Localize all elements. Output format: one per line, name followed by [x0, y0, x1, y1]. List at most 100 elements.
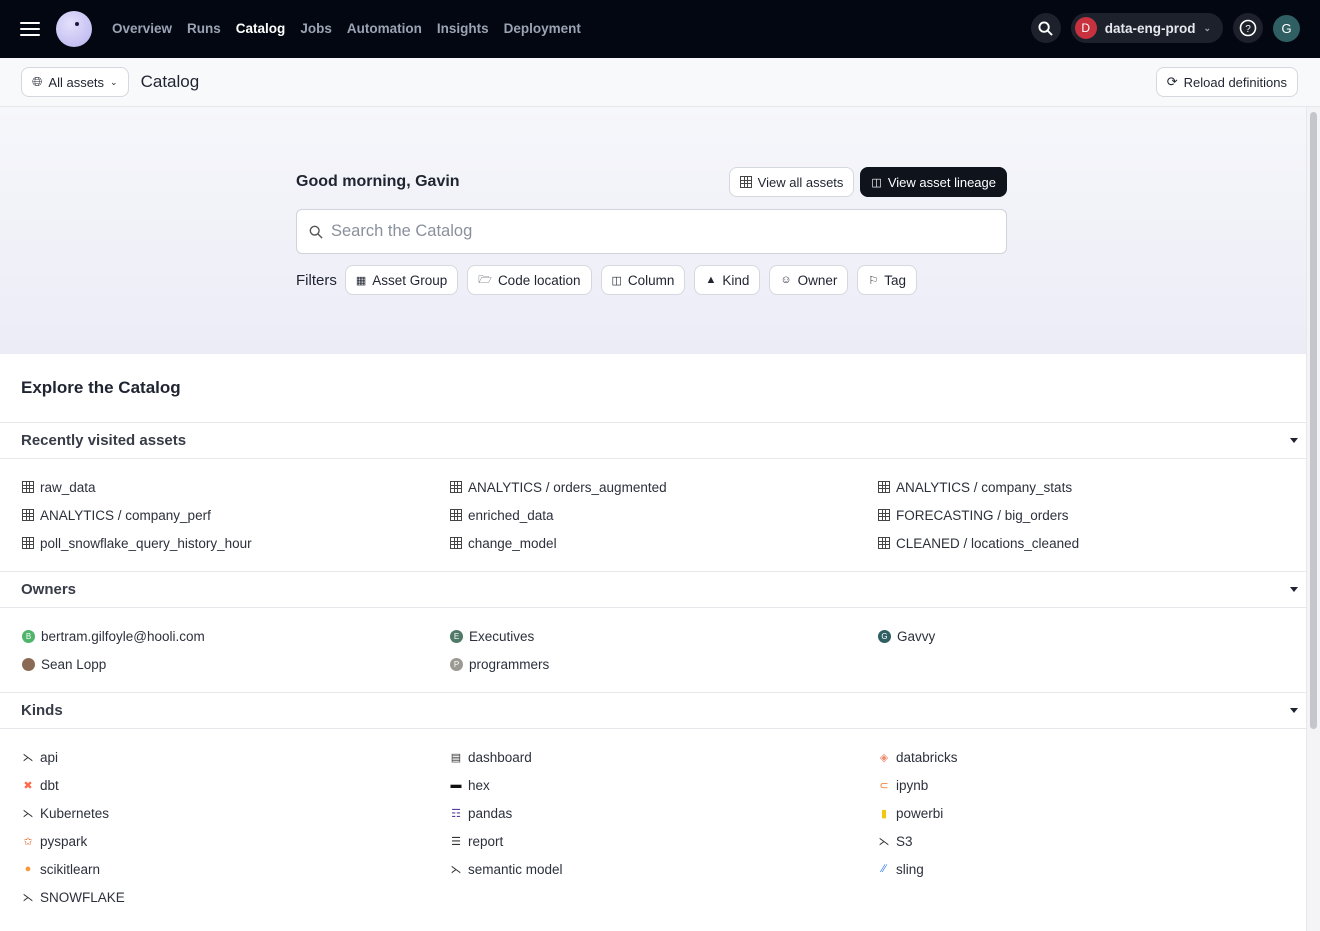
search-icon[interactable] — [1030, 13, 1061, 43]
kind-link[interactable]: ⋋ Kubernetes — [22, 799, 450, 827]
table-icon — [22, 537, 34, 549]
kind-link[interactable]: ∕∕ sling — [878, 855, 1306, 883]
owner-avatar — [22, 657, 35, 671]
kind-link[interactable]: ✖ dbt — [22, 771, 450, 799]
kind-link[interactable]: ⋋ api — [22, 743, 450, 771]
kind-link[interactable]: ⋋ semantic model — [450, 855, 878, 883]
dagster-logo[interactable] — [56, 11, 92, 47]
nav-link-overview[interactable]: Overview — [112, 21, 173, 36]
kind-name: SNOWFLAKE — [40, 889, 125, 905]
kind-name: powerbi — [896, 805, 944, 821]
kind-link[interactable]: ▤ dashboard — [450, 743, 878, 771]
nav-link-insights[interactable]: Insights — [436, 21, 489, 36]
asset-link[interactable]: enriched_data — [450, 501, 878, 529]
kind-name: api — [40, 749, 59, 765]
kind-name: sling — [896, 861, 924, 877]
reload-label: Reload definitions — [1183, 74, 1287, 90]
filter-tag-button[interactable]: ⚐︎ Tag — [857, 265, 918, 295]
kind-link[interactable]: ⋋ S3 — [878, 827, 1306, 855]
owner-link[interactable]: G Gavvy — [878, 622, 1306, 650]
kind-name: Kubernetes — [40, 805, 110, 821]
filter-owner-button[interactable]: ☺︎ Owner — [769, 265, 849, 295]
caret-down-icon[interactable] — [1290, 587, 1298, 592]
table-icon — [450, 537, 462, 549]
catalog-search-input[interactable]: Search the Catalog — [296, 209, 1007, 254]
view-asset-lineage-button[interactable]: ◫ View asset lineage — [860, 167, 1007, 197]
section-title: Owners — [21, 581, 77, 598]
page-title: Catalog — [140, 72, 200, 91]
nav-links: Overview Runs Catalog Jobs Automation Insight… — [112, 20, 596, 38]
kind-link[interactable]: ⋋ SNOWFLAKE — [22, 883, 450, 911]
explore-title: Explore the Catalog — [21, 378, 181, 397]
view-all-assets-button[interactable]: View all assets — [728, 167, 855, 197]
recent-section-header[interactable]: Recently visited assets — [0, 422, 1320, 459]
kind-link[interactable]: ● scikitlearn — [22, 855, 450, 883]
kind-name: databricks — [896, 749, 958, 765]
asset-link[interactable]: raw_data — [22, 473, 450, 501]
owner-avatar: G — [878, 629, 891, 643]
asset-link[interactable]: ANALYTICS / company_stats — [878, 473, 1306, 501]
chevron-down-icon: ⌄ — [1203, 22, 1211, 33]
kinds-section-header[interactable]: Kinds — [0, 692, 1320, 729]
caret-down-icon[interactable] — [1290, 708, 1298, 713]
kind-name: semantic model — [468, 861, 563, 877]
hex-icon: ▬ — [450, 779, 462, 791]
filter-icon: ◫ — [611, 274, 622, 287]
filter-icon: ⚐︎ — [868, 274, 879, 287]
filter-icon: 🗁︎ — [478, 273, 492, 286]
scrollbar-thumb[interactable] — [1310, 112, 1317, 729]
filter-asset-group-button[interactable]: ▦ Asset Group — [344, 265, 459, 295]
scikitlearn-icon: ● — [24, 863, 32, 875]
search-placeholder: Search the Catalog — [331, 222, 473, 240]
asset-link[interactable]: poll_snowflake_query_history_hour — [22, 529, 450, 557]
dashboard-icon: ▤ — [450, 751, 462, 764]
asset-link[interactable]: change_model — [450, 529, 878, 557]
kind-name: dbt — [40, 777, 59, 793]
owner-link[interactable]: Sean Lopp — [22, 650, 450, 678]
menu-icon[interactable] — [20, 22, 40, 36]
filter-kind-button[interactable]: ▲ Kind — [694, 265, 761, 295]
reload-definitions-button[interactable]: ⟳ Reload definitions — [1155, 67, 1298, 97]
asset-name: ANALYTICS / orders_augmented — [468, 479, 667, 495]
help-icon[interactable]: ? — [1233, 13, 1263, 43]
nav-link-catalog[interactable]: Catalog — [235, 21, 286, 36]
asset-link[interactable]: FORECASTING / big_orders — [878, 501, 1306, 529]
report-icon: ☰ — [451, 835, 461, 848]
asset-name: raw_data — [40, 479, 96, 495]
kind-link[interactable]: ▬ hex — [450, 771, 878, 799]
spark-icon: ✩ — [23, 835, 33, 848]
asset-link[interactable]: CLEANED / locations_cleaned — [878, 529, 1306, 557]
kind-link[interactable]: ◈ databricks — [878, 743, 1306, 771]
kind-icon: ⋋ — [22, 891, 34, 904]
scrollbar[interactable] — [1306, 107, 1320, 931]
kind-link[interactable]: ☰ report — [450, 827, 878, 855]
caret-down-icon[interactable] — [1290, 438, 1298, 443]
asset-link[interactable]: ANALYTICS / company_perf — [22, 501, 450, 529]
view-all-label: View all assets — [757, 174, 844, 190]
owners-section-header[interactable]: Owners — [0, 571, 1320, 608]
asset-scope-button[interactable]: 🌐︎ All assets ⌄ — [21, 67, 129, 97]
filter-label: Tag — [884, 272, 907, 288]
kind-link[interactable]: ▮ powerbi — [878, 799, 1306, 827]
nav-link-runs[interactable]: Runs — [187, 21, 221, 36]
nav-link-deployment[interactable]: Deployment — [503, 21, 581, 36]
owner-name: programmers — [469, 656, 550, 672]
asset-link[interactable]: ANALYTICS / orders_augmented — [450, 473, 878, 501]
owner-link[interactable]: E Executives — [450, 622, 878, 650]
nav-link-jobs[interactable]: Jobs — [300, 21, 332, 36]
table-icon — [878, 509, 890, 521]
kind-link[interactable]: ⊂ ipynb — [878, 771, 1306, 799]
kind-link[interactable]: ✩ pyspark — [22, 827, 450, 855]
kind-name: ipynb — [896, 777, 929, 793]
kind-link[interactable]: ☶ pandas — [450, 799, 878, 827]
nav-link-automation[interactable]: Automation — [346, 21, 422, 36]
filter-code-location-button[interactable]: 🗁︎ Code location — [467, 265, 592, 295]
reload-icon: ⟳ — [1166, 74, 1178, 89]
filter-icon: ☺︎ — [780, 274, 792, 286]
filter-column-button[interactable]: ◫ Column — [600, 265, 686, 295]
lineage-icon: ◫ — [871, 176, 882, 189]
user-avatar[interactable]: G — [1273, 14, 1300, 42]
